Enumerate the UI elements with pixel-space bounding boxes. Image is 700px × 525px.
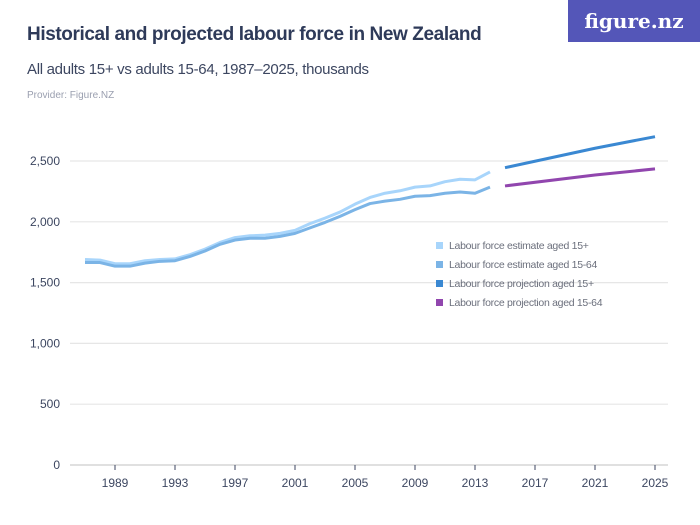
y-tick-label: 0 (53, 458, 60, 472)
legend-label: Labour force estimate aged 15-64 (449, 259, 597, 271)
series-line (504, 135, 656, 170)
x-tick-label: 2021 (582, 476, 609, 490)
y-tick-label: 2,500 (30, 154, 60, 168)
legend-swatch (436, 299, 443, 306)
y-tick-label: 1,000 (30, 336, 60, 350)
x-tick-label: 2001 (282, 476, 309, 490)
legend-swatch (436, 280, 443, 287)
series-line (85, 185, 491, 268)
legend-label: Labour force estimate aged 15+ (449, 240, 589, 252)
x-tick-label: 2017 (522, 476, 549, 490)
y-tick-label: 500 (40, 397, 60, 411)
legend-label: Labour force projection aged 15-64 (449, 297, 603, 309)
y-tick-label: 2,000 (30, 215, 60, 229)
figure-nz-logo[interactable]: figure.nz (568, 0, 700, 42)
x-tick-label: 1989 (102, 476, 129, 490)
x-tick-label: 2025 (642, 476, 669, 490)
provider-label: Provider: Figure.NZ (27, 90, 115, 101)
chart-subtitle: All adults 15+ vs adults 15-64, 1987–202… (27, 61, 369, 78)
y-tick-label: 1,500 (30, 276, 60, 290)
series-line (84, 170, 491, 266)
legend-swatch (436, 261, 443, 268)
x-tick-label: 1997 (222, 476, 249, 490)
x-tick-label: 1993 (162, 476, 189, 490)
legend-label: Labour force projection aged 15+ (449, 278, 594, 290)
x-tick-label: 2005 (342, 476, 369, 490)
x-tick-label: 2013 (462, 476, 489, 490)
legend-swatch (436, 242, 443, 249)
series-line (504, 167, 656, 188)
x-tick-label: 2009 (402, 476, 429, 490)
chart-title: Historical and projected labour force in… (27, 24, 482, 45)
